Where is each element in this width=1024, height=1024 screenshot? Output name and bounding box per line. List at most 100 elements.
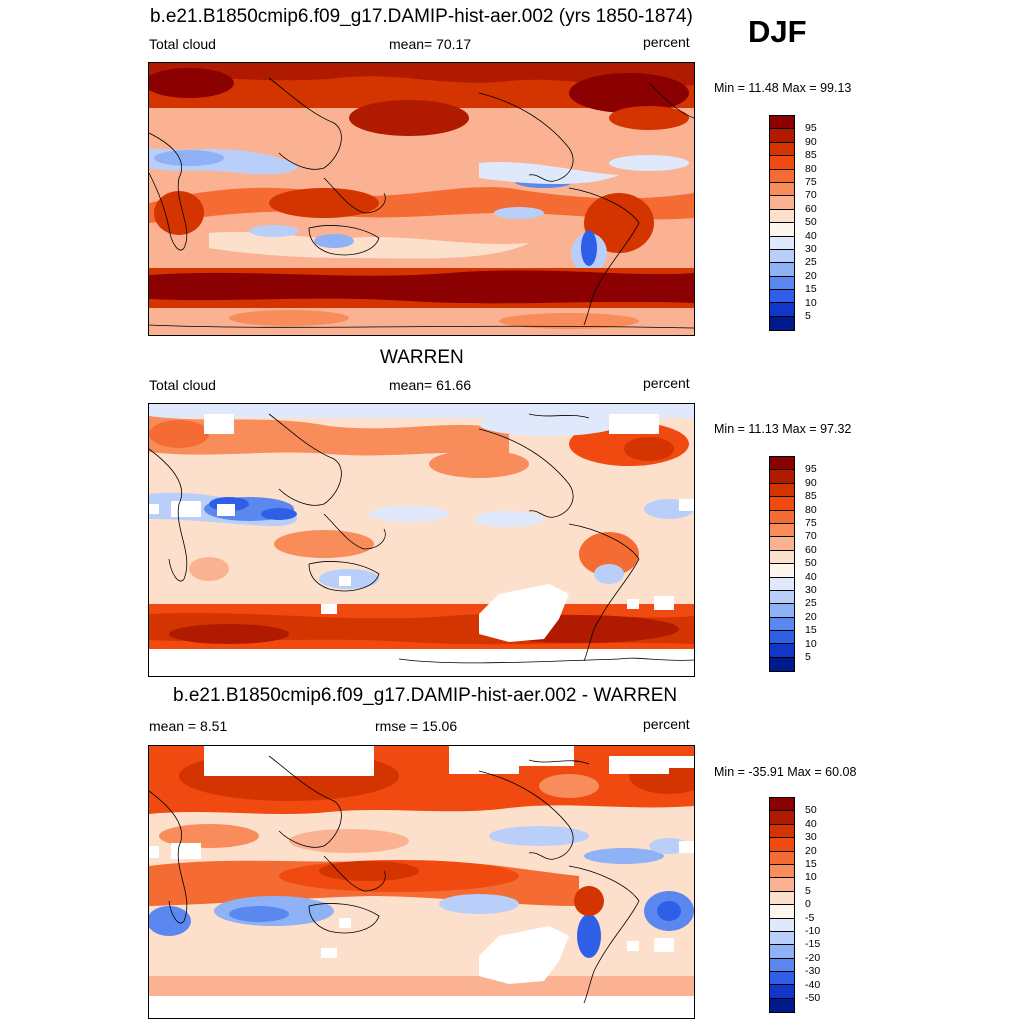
colorbar-tick-label: 60 xyxy=(805,543,817,556)
colorbar-tick-label: 80 xyxy=(805,503,817,516)
colorbar-swatch xyxy=(770,290,794,304)
colorbar-swatch xyxy=(770,590,794,605)
colorbar-swatch xyxy=(770,223,794,237)
panel2-minmax: Min = 11.13 Max = 97.32 xyxy=(714,422,852,436)
panel3-rmse-label: rmse = 15.06 xyxy=(375,718,458,734)
colorbar-tick-label: 50 xyxy=(805,216,817,229)
colorbar-tick-label: 20 xyxy=(805,844,817,857)
colorbar-swatch xyxy=(770,838,794,852)
colorbar-tick-label: 5 xyxy=(805,651,811,663)
colorbar-swatch xyxy=(770,617,794,632)
panel2-map xyxy=(148,403,695,677)
colorbar-swatch xyxy=(770,510,794,524)
colorbar-tick-label: 50 xyxy=(805,804,817,817)
colorbar-swatch xyxy=(770,604,794,618)
colorbar-tick-label: 30 xyxy=(805,831,817,844)
colorbar-swatch xyxy=(770,972,794,986)
colorbar-tick-label: 5 xyxy=(805,310,811,322)
colorbar-tick-label: -20 xyxy=(805,951,821,964)
colorbar-tick-label: 25 xyxy=(805,256,817,269)
colorbar-tick-label: 10 xyxy=(805,871,817,884)
colorbar-tick-label: -40 xyxy=(805,978,821,991)
colorbar-swatch xyxy=(770,263,794,277)
colorbar-tick-label: 70 xyxy=(805,189,817,202)
colorbar-swatch xyxy=(770,316,794,331)
panel2-units-label: percent xyxy=(643,375,690,391)
panel3-minmax: Min = -35.91 Max = 60.08 xyxy=(714,765,857,779)
panel2-colorbar xyxy=(769,456,795,673)
colorbar-tick-label: 10 xyxy=(805,637,817,650)
colorbar-tick-label: 20 xyxy=(805,610,817,623)
panel1-variable-label: Total cloud xyxy=(149,36,216,52)
colorbar-swatch xyxy=(770,550,794,565)
colorbar-swatch xyxy=(770,457,794,471)
colorbar-tick-label: 85 xyxy=(805,490,817,503)
colorbar-swatch xyxy=(770,276,794,291)
colorbar-swatch xyxy=(770,142,794,157)
panel1-colorbar xyxy=(769,115,795,332)
colorbar-tick-label: 90 xyxy=(805,135,817,148)
colorbar-tick-label: 15 xyxy=(805,283,817,296)
panel1-coastlines xyxy=(149,77,694,329)
panel1-minmax: Min = 11.48 Max = 99.13 xyxy=(714,81,852,95)
panel1-mean-label: mean= 70.17 xyxy=(389,36,472,52)
colorbar-swatch xyxy=(770,631,794,645)
season-label: DJF xyxy=(748,14,807,49)
panel1-units-label: percent xyxy=(643,34,690,50)
colorbar-tick-label: 75 xyxy=(805,176,817,188)
colorbar-tick-label: 40 xyxy=(805,229,817,242)
colorbar-swatch xyxy=(770,958,794,973)
panel2-title: WARREN xyxy=(380,347,464,368)
colorbar-tick-label: -5 xyxy=(805,911,815,924)
colorbar-tick-label: -10 xyxy=(805,925,821,937)
colorbar-swatch xyxy=(770,129,794,143)
panel3-units-label: percent xyxy=(643,716,690,732)
colorbar-tick-label: 5 xyxy=(805,884,811,897)
colorbar-swatch xyxy=(770,537,794,551)
colorbar-tick-label: 10 xyxy=(805,296,817,309)
colorbar-tick-label: 0 xyxy=(805,898,811,911)
colorbar-swatch xyxy=(770,497,794,511)
colorbar-swatch xyxy=(770,657,794,672)
colorbar-tick-label: 70 xyxy=(805,530,817,543)
colorbar-swatch xyxy=(770,798,794,812)
colorbar-swatch xyxy=(770,644,794,658)
colorbar-tick-label: 40 xyxy=(805,570,817,583)
colorbar-swatch xyxy=(770,878,794,892)
colorbar-swatch xyxy=(770,864,794,879)
colorbar-tick-label: 95 xyxy=(805,463,817,476)
panel3-colorbar xyxy=(769,797,795,1014)
colorbar-tick-label: -15 xyxy=(805,938,821,951)
colorbar-swatch xyxy=(770,998,794,1013)
colorbar-swatch xyxy=(770,985,794,999)
colorbar-swatch xyxy=(770,918,794,932)
colorbar-tick-label: 90 xyxy=(805,476,817,489)
colorbar-swatch xyxy=(770,182,794,197)
colorbar-swatch xyxy=(770,851,794,865)
colorbar-tick-label: 25 xyxy=(805,597,817,610)
panel1-map xyxy=(148,62,695,336)
colorbar-tick-label: -30 xyxy=(805,965,821,978)
colorbar-tick-label: 40 xyxy=(805,817,817,830)
panel3-title: b.e21.B1850cmip6.f09_g17.DAMIP-hist-aer.… xyxy=(173,685,678,706)
colorbar-swatch xyxy=(770,236,794,250)
colorbar-swatch xyxy=(770,116,794,130)
colorbar-swatch xyxy=(770,169,794,183)
panel2-contour-field xyxy=(149,404,694,676)
colorbar-tick-label: 85 xyxy=(805,149,817,162)
colorbar-swatch xyxy=(770,483,794,498)
panel3-map xyxy=(148,745,695,1019)
colorbar-tick-label: 80 xyxy=(805,162,817,175)
colorbar-tick-label: 15 xyxy=(805,858,817,870)
panel3-contour-field xyxy=(149,746,694,1018)
colorbar-tick-label: -50 xyxy=(805,992,821,1004)
colorbar-tick-label: 30 xyxy=(805,584,817,596)
panel1-contour-field xyxy=(149,63,694,335)
colorbar-tick-label: 75 xyxy=(805,517,817,529)
colorbar-swatch xyxy=(770,209,794,224)
colorbar-swatch xyxy=(770,564,794,578)
colorbar-swatch xyxy=(770,945,794,959)
colorbar-tick-label: 15 xyxy=(805,624,817,637)
colorbar-swatch xyxy=(770,156,794,170)
colorbar-swatch xyxy=(770,303,794,317)
